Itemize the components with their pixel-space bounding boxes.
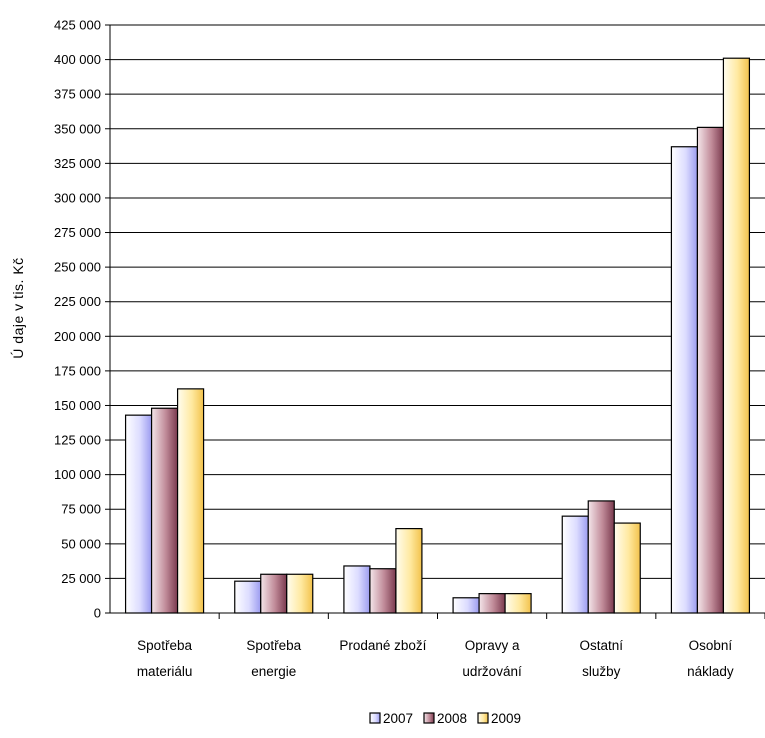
y-tick-label: 0 [94, 606, 101, 621]
bar-2007-1 [234, 580, 262, 614]
y-tick-label: 325 000 [54, 156, 101, 171]
legend-label-2008: 2008 [437, 711, 467, 726]
y-tick-label: 175 000 [54, 363, 101, 378]
bar-2009-0 [176, 388, 205, 614]
bar-2008-0 [150, 407, 179, 614]
bar-2009-1 [286, 573, 314, 614]
category-label: Opravy a udržování [462, 638, 522, 679]
y-tick-label: 50 000 [61, 536, 101, 551]
legend: 2007 2008 2009 [369, 711, 521, 726]
bar-2007-4 [561, 515, 589, 614]
bars [124, 57, 751, 614]
legend-swatch-2008 [423, 712, 435, 724]
y-tick-labels: 0 25 000 50 000 75 000 100 000 125 000 150 000… [54, 18, 101, 621]
y-tick-label: 375 000 [54, 87, 101, 102]
legend-label-2007: 2007 [383, 711, 413, 726]
y-tick-label: 250 000 [54, 260, 101, 275]
category-label: Prodané zboží [339, 638, 426, 653]
y-tick-label: 150 000 [54, 398, 101, 413]
y-tick-label: 125 000 [54, 433, 101, 448]
bar-2008-5 [696, 126, 725, 614]
grid-lines [110, 24, 765, 579]
y-tick-label: 300 000 [54, 190, 101, 205]
bar-2007-2 [343, 565, 371, 614]
bar-2008-2 [369, 568, 397, 614]
bar-2009-2 [395, 528, 423, 614]
category-labels: Spotřeba materiálu Spotřeba energie Prodané … [137, 638, 734, 679]
y-tick-label: 400 000 [54, 52, 101, 67]
y-tick-label: 425 000 [54, 18, 101, 33]
bar-2008-1 [260, 573, 288, 614]
bar-2007-3 [452, 597, 480, 614]
y-tick-label: 350 000 [54, 121, 101, 136]
y-tick-label: 275 000 [54, 225, 101, 240]
bar-2008-3 [478, 593, 506, 614]
y-tick-label: 225 000 [54, 294, 101, 309]
y-tick-label: 75 000 [61, 502, 101, 517]
bar-2007-5 [670, 146, 699, 614]
y-tick-label: 25 000 [61, 571, 101, 586]
axes [105, 24, 765, 619]
bar-2009-4 [613, 522, 641, 614]
y-tick-label: 100 000 [54, 467, 101, 482]
bar-2009-3 [504, 593, 532, 614]
legend-swatch-2009 [477, 712, 489, 724]
category-label: Osobní náklady [687, 638, 734, 679]
bar-2007-0 [124, 414, 153, 614]
y-axis-label: Ú daje v tis. Kč [10, 257, 26, 358]
category-label: Ostatní služby [579, 638, 623, 679]
bar-2008-4 [587, 500, 615, 614]
legend-swatch-2007 [369, 712, 381, 724]
category-label: Spotřeba energie [246, 638, 301, 679]
bar-2009-5 [722, 57, 751, 614]
legend-label-2009: 2009 [491, 711, 521, 726]
y-tick-label: 200 000 [54, 329, 101, 344]
category-label: Spotřeba materiálu [137, 638, 193, 679]
